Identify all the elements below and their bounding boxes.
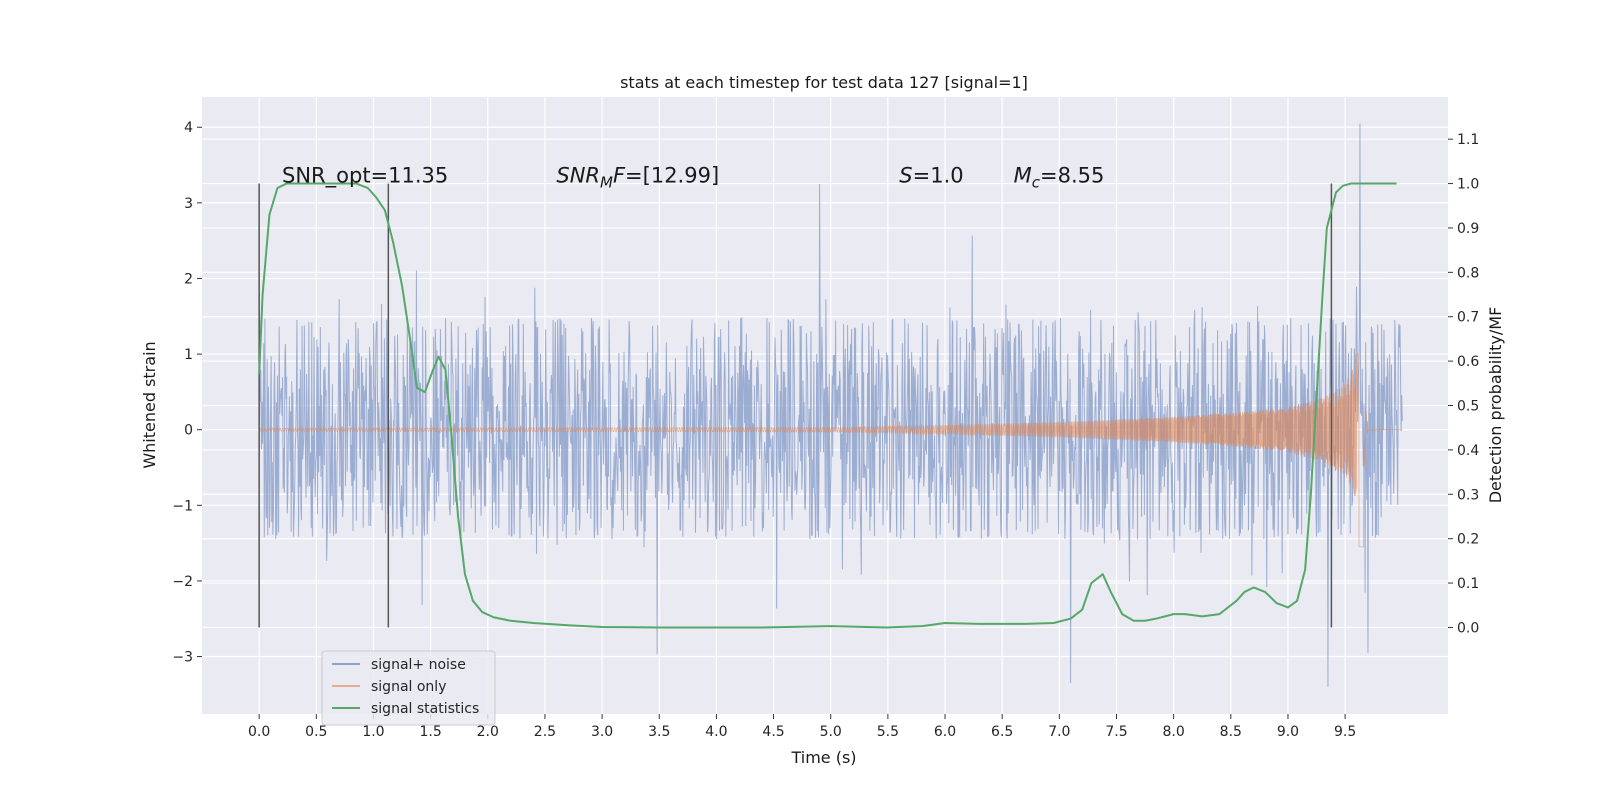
tick-layer: 0.0 0.5 1.0 1.5 2.0 2.5 3.0 3.5 4.0 4.5 5.0 5.5 6.0 6…: [172, 120, 1479, 740]
x-tick-label: 3.0: [591, 724, 613, 740]
y2-tick-label: 0.0: [1457, 620, 1479, 636]
x-tick-label: 0.0: [248, 724, 270, 740]
x-tick-label: 0.5: [305, 724, 327, 740]
y2-tick-label: 0.8: [1457, 265, 1479, 281]
y2-tick-label: 0.9: [1457, 221, 1479, 237]
x-tick-label: 2.0: [477, 724, 499, 740]
y2-tick-label: 0.5: [1457, 399, 1479, 415]
x-tick-label: 4.0: [705, 724, 727, 740]
y-axis-label: Whitened strain: [140, 341, 159, 468]
annotation-text: SNR_opt=11.35: [282, 164, 448, 189]
chart-title: stats at each timestep for test data 127…: [620, 73, 1028, 92]
annotation-text: Mc=8.55: [1014, 164, 1105, 192]
x-tick-label: 2.5: [534, 724, 556, 740]
annotation-text: S=1.0: [899, 164, 963, 188]
legend-label-signal-noise: signal+ noise: [371, 657, 466, 673]
x-tick-label: 7.5: [1105, 724, 1127, 740]
overlay-layer: [258, 182, 1397, 629]
y2-tick-label: 0.7: [1457, 310, 1479, 326]
annotation-text: SNRMF=[12.99]: [556, 164, 719, 192]
y2-tick-label: 0.1: [1457, 576, 1479, 592]
series-signal-only: [258, 353, 1403, 548]
legend: signal+ noise signal only signal statist…: [321, 650, 496, 726]
x-tick-label: 6.0: [934, 724, 956, 740]
y-tick-label: 0: [184, 423, 193, 439]
y-tick-label: 1: [184, 347, 193, 363]
x-tick-label: 8.0: [1163, 724, 1185, 740]
x-tick-label: 1.0: [362, 724, 384, 740]
legend-label-signal-statistics: signal statistics: [371, 701, 479, 717]
y2-axis-label: Detection probability/MF: [1486, 307, 1505, 504]
y-tick-label: 2: [184, 271, 193, 287]
series-layer: [258, 123, 1403, 687]
y-tick-label: 3: [184, 196, 193, 212]
x-tick-label: 3.5: [648, 724, 670, 740]
x-tick-label: 7.0: [1048, 724, 1070, 740]
y-tick-label: −2: [172, 574, 193, 590]
x-tick-label: 5.5: [877, 724, 899, 740]
x-tick-label: 4.5: [762, 724, 784, 740]
y2-tick-label: 0.2: [1457, 532, 1479, 548]
x-tick-label: 9.0: [1277, 724, 1299, 740]
y-tick-label: −1: [172, 498, 193, 514]
x-tick-label: 5.0: [820, 724, 842, 740]
y-tick-label: −3: [172, 650, 193, 666]
x-tick-label: 6.5: [991, 724, 1013, 740]
y2-tick-label: 0.3: [1457, 487, 1479, 503]
annotation-layer: SNR_opt=11.35 SNRMF=[12.99] S=1.0 Mc=8.55: [282, 164, 1104, 192]
x-tick-label: 8.5: [1220, 724, 1242, 740]
y2-tick-label: 1.1: [1457, 132, 1479, 148]
y2-tick-label: 0.4: [1457, 443, 1479, 459]
x-tick-label: 9.5: [1334, 724, 1356, 740]
y2-tick-label: 1.0: [1457, 177, 1479, 193]
y-tick-label: 4: [184, 120, 193, 136]
x-axis-label: Time (s): [790, 748, 856, 767]
series-signal-statistics: [258, 182, 1397, 629]
legend-label-signal-only: signal only: [371, 679, 446, 695]
legend-box: [321, 650, 496, 726]
y2-tick-label: 0.6: [1457, 354, 1479, 370]
x-tick-label: 1.5: [419, 724, 441, 740]
